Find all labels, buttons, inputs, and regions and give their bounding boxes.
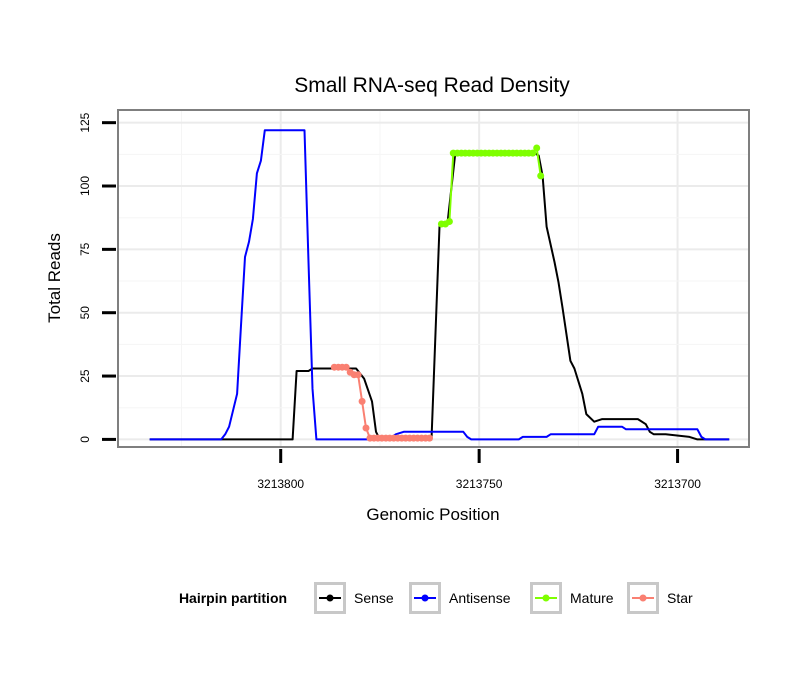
legend-label: Mature [570, 590, 614, 606]
mature-point [445, 218, 453, 225]
y-tick-label: 50 [78, 306, 92, 320]
legend-title: Hairpin partition [179, 590, 287, 606]
mature-point [533, 144, 541, 152]
legend: Hairpin partition Sense Antisense Mature St… [179, 582, 693, 614]
legend-key-point [326, 594, 334, 602]
y-axis-title: Total Reads [45, 233, 64, 323]
legend-item-sense: Sense [314, 582, 394, 614]
legend-item-mature: Mature [530, 582, 614, 614]
series-line-antisense [149, 129, 730, 441]
legend-key-point [421, 594, 429, 602]
star-point [342, 363, 350, 371]
x-tick-label: 3213700 [654, 477, 701, 491]
legend-key-point [542, 594, 550, 602]
star-point [426, 434, 433, 442]
x-tick-label: 3213800 [257, 477, 304, 491]
series-line-sense [149, 152, 730, 441]
y-tick-label: 25 [78, 369, 92, 383]
x-tick-label: 3213750 [456, 477, 503, 491]
y-tick-label: 125 [78, 112, 92, 132]
legend-item-antisense: Antisense [409, 582, 511, 614]
legend-label: Sense [354, 590, 394, 606]
star-point [358, 397, 366, 405]
y-tick-label: 100 [78, 176, 92, 196]
y-tick-label: 75 [78, 242, 92, 256]
star-point [362, 424, 370, 432]
grid-lines [118, 110, 749, 447]
x-axis-title: Genomic Position [366, 505, 499, 524]
mature-point [537, 172, 545, 180]
legend-item-star: Star [627, 582, 693, 614]
legend-label: Antisense [449, 590, 511, 606]
chart-title: Small RNA-seq Read Density [294, 74, 570, 97]
legend-key-point [639, 594, 647, 602]
axes: 0 25 50 75 100 125 3213800 3213750 3213700 [78, 112, 701, 491]
legend-label: Star [667, 590, 693, 606]
y-tick-label: 0 [78, 436, 92, 443]
plot-border [117, 109, 750, 448]
mature-point [529, 149, 537, 157]
star-point [354, 371, 362, 379]
series-layer [149, 129, 730, 442]
